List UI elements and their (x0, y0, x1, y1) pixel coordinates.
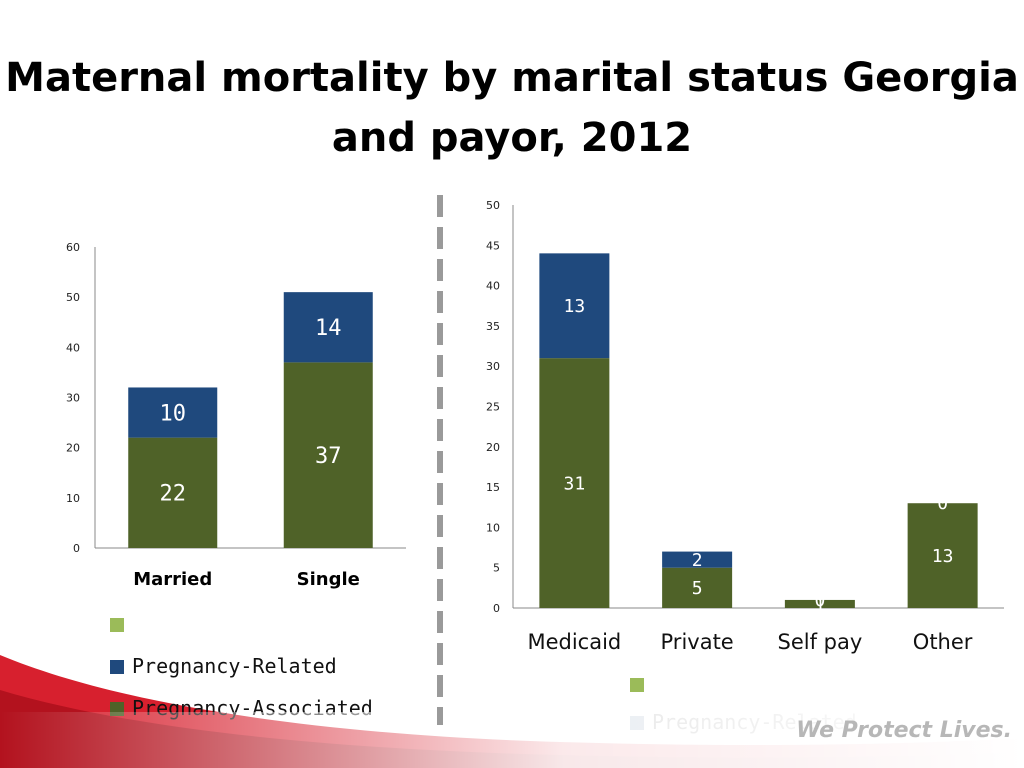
chart-divider (437, 195, 443, 725)
data-label: 2 (692, 550, 703, 571)
bar-segment (283, 362, 373, 548)
y-tick-label: 20 (486, 441, 500, 454)
data-label: 14 (315, 316, 342, 341)
data-label: 13 (932, 546, 954, 567)
y-tick-label: 50 (66, 291, 80, 304)
bar-segment (662, 551, 733, 568)
y-tick-label: 10 (66, 492, 80, 505)
title-line-1: Maternal mortality by marital status Geo… (5, 55, 1019, 101)
y-tick-label: 20 (66, 442, 80, 455)
title-line-2: and payor, 2012 (331, 115, 693, 161)
category-label: Single (297, 569, 360, 590)
legend-label: Pregnancy-Related (132, 654, 337, 678)
legend-swatch (630, 678, 644, 692)
y-tick-label: 50 (486, 199, 500, 212)
y-tick-label: 40 (66, 341, 80, 354)
y-tick-label: 35 (486, 320, 500, 333)
category-label: Medicaid (527, 630, 621, 654)
y-tick-label: 25 (486, 401, 500, 414)
data-label: 37 (315, 444, 342, 469)
data-label: 5 (692, 578, 703, 599)
data-label: 13 (564, 296, 586, 317)
y-tick-label: 40 (486, 280, 500, 293)
bar-segment (784, 599, 855, 608)
bar-segment (128, 387, 218, 438)
y-tick-label: 15 (486, 481, 500, 494)
category-label: Private (661, 630, 734, 654)
payor-chart: 051015202530354045503113Medicaid52Privat… (486, 199, 1004, 734)
marital-status-chart: 0 10 20 30 40 50 60 22 10 Married 37 14 Single Pregna… (66, 241, 406, 720)
y-tick-label: 45 (486, 239, 500, 252)
bar-segment (128, 437, 218, 548)
y-tick-label: 60 (66, 241, 80, 254)
bar-segment (907, 503, 978, 608)
category-label: Married (133, 569, 212, 590)
data-label: 22 (160, 482, 187, 507)
y-tick-label: 30 (486, 360, 500, 373)
data-label: 10 (160, 401, 187, 426)
legend-swatch (110, 618, 124, 632)
data-label: 0 (937, 493, 948, 514)
data-label: 1 (814, 594, 825, 615)
y-tick-label: 0 (73, 542, 80, 555)
category-label: Self pay (777, 630, 862, 654)
footer-white-band (0, 712, 1024, 768)
bar-segment (539, 253, 610, 359)
category-label: Other (913, 630, 973, 654)
y-tick-label: 10 (486, 521, 500, 534)
y-tick-label: 0 (493, 602, 500, 615)
bar-segment (283, 292, 373, 363)
y-tick-label: 5 (493, 562, 500, 575)
data-label: 0 (814, 590, 825, 611)
bar-segment (662, 567, 733, 608)
bar-segment (539, 358, 610, 608)
data-label: 31 (564, 473, 586, 494)
y-tick-label: 30 (66, 392, 80, 405)
slide-title: Maternal mortality by marital status Geo… (0, 48, 1024, 168)
legend-swatch (110, 660, 124, 674)
footer-slogan: We Protect Lives. (796, 718, 1012, 743)
